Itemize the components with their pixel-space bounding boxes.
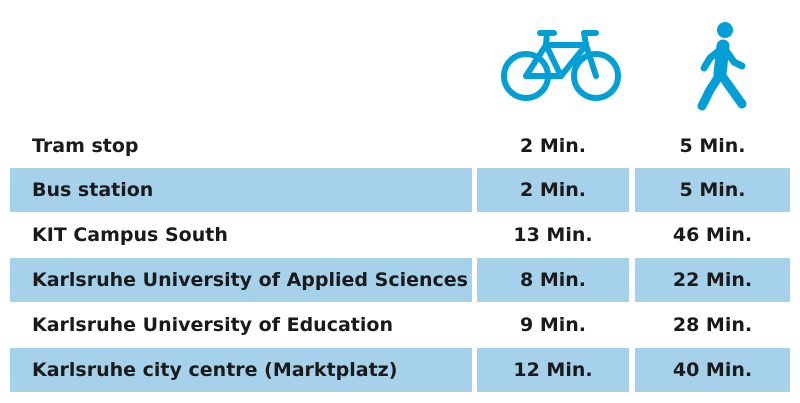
bike-time-cell: 2 Min. — [477, 168, 629, 212]
table-row: Tram stop 2 Min. 5 Min. — [10, 124, 790, 168]
bicycle-icon — [501, 30, 621, 101]
bike-time-cell: 2 Min. — [520, 135, 586, 157]
destination-cell: Tram stop — [32, 135, 139, 157]
table-row: Karlsruhe city centre (Marktplatz) 12 Min… — [10, 348, 790, 392]
bike-time-cell: 13 Min. — [513, 224, 593, 246]
destination-cell: Karlsruhe city centre (Marktplatz) — [10, 348, 472, 392]
table-row: KIT Campus South 13 Min. 46 Min. — [10, 213, 790, 257]
walk-time-cell: 22 Min. — [635, 258, 790, 302]
table-row: Karlsruhe University of Education 9 Min. 2… — [10, 303, 790, 347]
walk-time-cell: 28 Min. — [672, 314, 753, 336]
table-row: Karlsruhe University of Applied Sciences… — [10, 258, 790, 302]
bike-time-cell: 8 Min. — [477, 258, 629, 302]
walk-time-cell: 46 Min. — [672, 224, 753, 246]
destination-cell: Karlsruhe University of Education — [32, 314, 393, 336]
bike-time-cell: 12 Min. — [477, 348, 629, 392]
destination-cell: Karlsruhe University of Applied Sciences — [10, 258, 472, 302]
destination-cell: Bus station — [10, 168, 472, 212]
bike-time-cell: 9 Min. — [520, 314, 586, 336]
walk-time-cell: 5 Min. — [635, 168, 790, 212]
destination-cell: KIT Campus South — [32, 224, 228, 246]
table-row: Bus station 2 Min. 5 Min. — [10, 168, 790, 212]
walk-time-cell: 40 Min. — [635, 348, 790, 392]
walk-time-cell: 5 Min. — [679, 135, 746, 157]
pedestrian-icon — [697, 22, 747, 111]
